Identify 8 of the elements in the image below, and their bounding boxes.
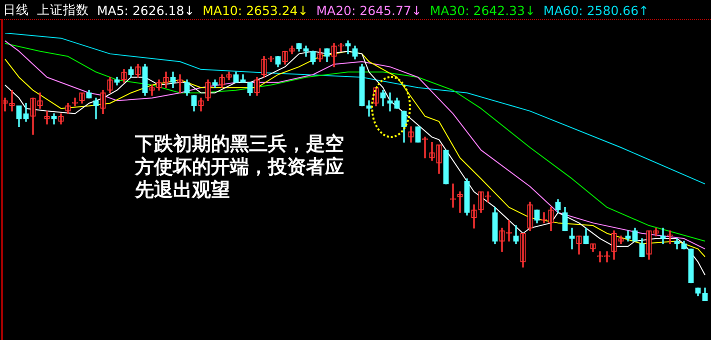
annotation: 下跌初期的黑三兵，是空方使坏的开端，投资者应先退出观望 [135,133,345,202]
text: MA5: 2626.18↓ [97,2,195,18]
text: MA60: 2580.66↑ [543,2,650,18]
text: MA20: 2645.77↓ [316,2,422,18]
chart-title: 日线 [3,2,29,18]
chart-subtitle: 上证指数 [37,2,89,18]
text: MA30: 2642.33↓ [430,2,536,18]
text: MA10: 2653.24↓ [202,2,308,18]
